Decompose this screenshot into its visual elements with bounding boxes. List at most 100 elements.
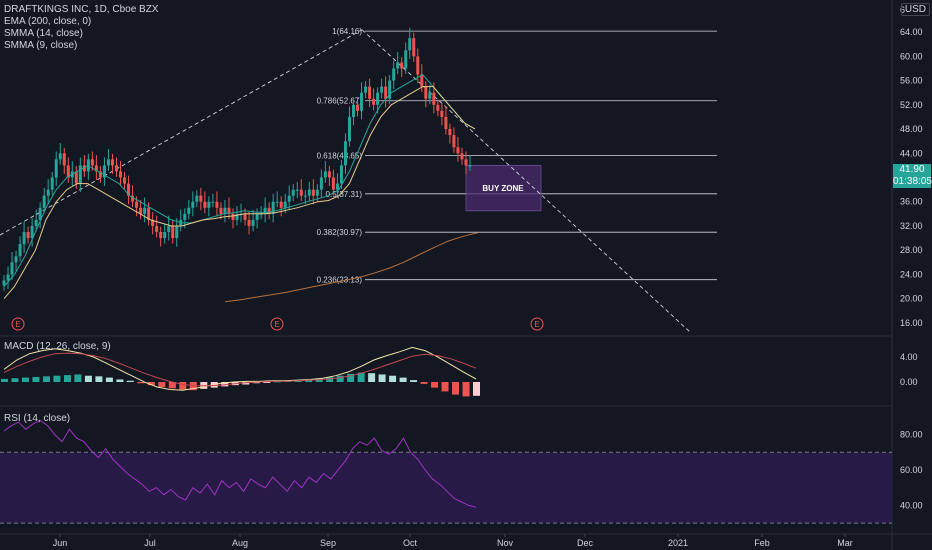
macd-histogram-bar <box>126 380 134 382</box>
macd-histogram-bar <box>221 382 229 387</box>
candle-body <box>199 195 203 202</box>
fib-level-label: 0.236(23.13) <box>317 276 363 285</box>
candle-body <box>295 189 299 191</box>
candle-body <box>307 189 311 196</box>
time-tick-label: Nov <box>497 538 514 548</box>
candle-body <box>38 207 42 220</box>
candle-body <box>46 189 50 196</box>
candle-body <box>384 86 388 99</box>
candle-body <box>151 219 155 226</box>
macd-histogram-bar <box>147 382 155 386</box>
candle-body <box>135 201 139 208</box>
price-tick-label: 56.00 <box>900 76 923 86</box>
candle-body <box>440 110 444 117</box>
candle-body <box>114 165 118 172</box>
candle-body <box>247 219 251 226</box>
candle-body <box>380 86 384 93</box>
macd-histogram-bar <box>368 373 376 382</box>
macd-histogram-bar <box>158 382 166 388</box>
candle-body <box>291 189 295 196</box>
currency-badge[interactable]: USD <box>900 3 930 16</box>
indicator-smma9[interactable]: SMMA (9, close) <box>4 40 78 51</box>
smma14-line <box>3 73 476 287</box>
candle-body <box>131 195 135 202</box>
macd-histogram-bar <box>21 377 29 382</box>
candle-body <box>416 56 420 75</box>
rsi-pane-label[interactable]: RSI (14, close) <box>4 413 71 424</box>
earnings-marker-circle <box>530 317 544 331</box>
price-tick-label: 36.00 <box>900 197 923 207</box>
macd-histogram-bar <box>32 376 40 382</box>
candle-body <box>271 201 275 214</box>
price-tick-label: 52.00 <box>900 100 923 110</box>
candle-body <box>2 280 6 286</box>
candle-body <box>110 159 114 166</box>
macd-histogram-bar <box>326 376 334 382</box>
candle-body <box>98 171 102 178</box>
candle-body <box>94 165 98 172</box>
candle-body <box>223 207 227 214</box>
macd-pane-label[interactable]: MACD (12, 26, close, 9) <box>4 341 111 352</box>
candle-body <box>74 171 78 184</box>
candle-body <box>432 92 436 105</box>
symbol-title: DRAFTKINGS INC, 1D, Cboe BZX <box>4 4 159 15</box>
candle-body <box>360 92 364 111</box>
indicator-smma14[interactable]: SMMA (14, close) <box>4 28 83 39</box>
indicator-ema200[interactable]: EMA (200, close, 0) <box>4 16 92 27</box>
macd-histogram-bar <box>74 374 82 382</box>
macd-histogram-bar <box>420 382 428 384</box>
candle-body <box>452 135 456 148</box>
candle-body <box>400 62 404 69</box>
candle-body <box>408 38 412 51</box>
candle-body <box>468 165 472 167</box>
macd-histogram-bar <box>137 382 145 384</box>
candle-body <box>339 165 343 184</box>
candle-body <box>231 213 235 220</box>
candle-body <box>119 171 122 178</box>
candle-body <box>183 213 187 220</box>
candle-body <box>420 74 424 87</box>
macd-histogram-bar <box>263 382 271 383</box>
macd-histogram-bar <box>11 378 19 382</box>
candle-body <box>127 183 131 196</box>
time-tick-label: Mar <box>837 538 853 548</box>
candle-body <box>106 159 110 166</box>
macd-histogram-bar <box>378 374 386 382</box>
time-tick-label: Dec <box>577 538 594 548</box>
candle-body <box>207 201 211 208</box>
time-tick-label: Feb <box>754 538 770 548</box>
candle-body <box>211 201 215 203</box>
rsi-tick-label: 80.00 <box>900 430 923 440</box>
candle-body <box>436 104 440 111</box>
macd-histogram-bar <box>305 379 313 382</box>
earnings-marker-label: E <box>534 320 539 329</box>
candle-body <box>171 225 175 239</box>
candle-body <box>58 153 62 160</box>
time-tick-label: Jul <box>144 538 156 548</box>
rsi-line <box>3 419 477 508</box>
candle-body <box>90 159 94 166</box>
macd-histogram-bar <box>242 382 250 385</box>
price-tick-label: 16.00 <box>900 318 923 328</box>
price-tick-label: 64.00 <box>900 27 923 37</box>
time-tick-label: 2021 <box>668 538 688 548</box>
candle-body <box>147 207 151 220</box>
candle-body <box>167 225 171 233</box>
candle-body <box>396 62 400 69</box>
candle-body <box>195 195 199 202</box>
price-tick-label: 44.00 <box>900 148 923 158</box>
macd-histogram-bar <box>116 379 124 382</box>
rsi-band <box>0 452 892 524</box>
candle-body <box>448 129 452 136</box>
candle-body <box>279 201 283 208</box>
rsi-tick-label: 60.00 <box>900 465 923 475</box>
candle-body <box>255 213 259 220</box>
macd-histogram-bar <box>462 382 470 397</box>
candle-body <box>18 244 22 257</box>
macd-histogram-bar <box>410 380 418 382</box>
time-tick-label: Sep <box>320 538 336 548</box>
candle-body <box>54 159 58 178</box>
price-tick-label: 60.00 <box>900 51 923 61</box>
macd-histogram-bar <box>179 382 187 390</box>
